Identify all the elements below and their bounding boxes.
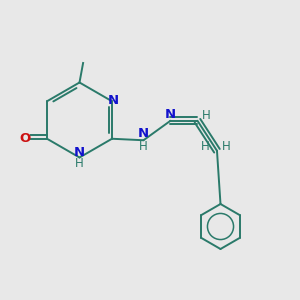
Text: H: H	[202, 109, 211, 122]
Text: N: N	[108, 94, 119, 107]
Text: N: N	[138, 127, 149, 140]
Text: N: N	[165, 108, 176, 121]
Text: H: H	[139, 140, 148, 153]
Text: N: N	[73, 146, 85, 159]
Text: H: H	[222, 140, 230, 153]
Text: H: H	[74, 157, 83, 170]
Text: O: O	[20, 132, 31, 145]
Text: H: H	[201, 140, 210, 153]
